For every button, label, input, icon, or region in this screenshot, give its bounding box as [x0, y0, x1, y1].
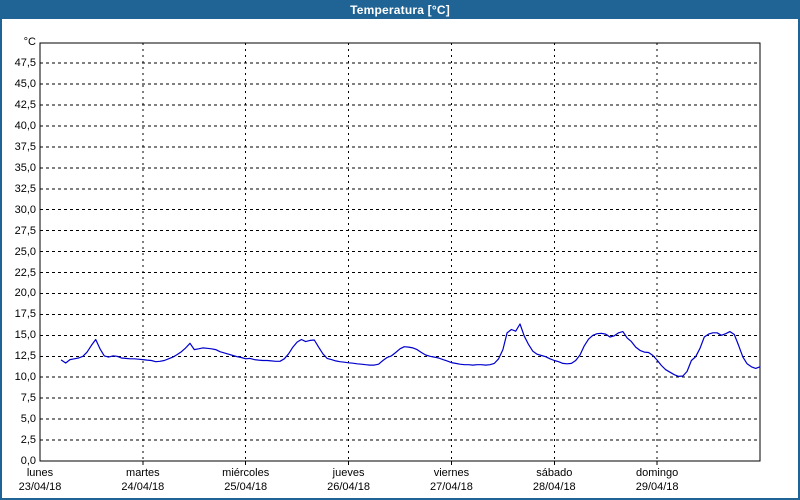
y-tick-label: 12,5 [14, 350, 36, 363]
x-day-date-label: 25/04/18 [224, 481, 268, 493]
x-day-date-label: 29/04/18 [635, 481, 679, 493]
y-tick-label: 10,0 [14, 371, 36, 384]
title-bar: Temperatura [°C] [2, 2, 798, 19]
x-day-name-label: miércoles [222, 467, 270, 479]
x-day-name-label: viernes [433, 467, 470, 479]
x-day-date-label: 27/04/18 [430, 481, 473, 493]
x-day-date-label: 24/04/18 [121, 481, 165, 493]
y-tick-label: 0,0 [20, 455, 36, 467]
y-tick-label: 15,0 [14, 329, 36, 342]
plot-border [39, 42, 761, 462]
y-tick-label: 22,5 [14, 266, 36, 279]
y-tick-label: 25,0 [14, 245, 36, 258]
y-tick-label: 2,5 [20, 434, 36, 447]
y-tick-label: 35,0 [14, 161, 36, 174]
temperature-line [60, 323, 761, 377]
y-tick-label: 47,5 [14, 57, 36, 70]
y-tick-label: 45,0 [14, 78, 36, 91]
x-day-name-label: sábado [536, 467, 573, 479]
x-day-name-label: lunes [26, 467, 54, 479]
x-day-name-label: martes [126, 467, 160, 479]
x-day-date-label: 26/04/18 [327, 481, 370, 493]
y-tick-label: 37,5 [14, 140, 36, 153]
y-tick-label: 30,0 [14, 203, 36, 216]
y-tick-label: 40,0 [14, 119, 36, 132]
x-day-date-label: 28/04/18 [532, 481, 576, 493]
y-tick-label: 7,5 [20, 392, 36, 405]
y-axis-unit-label: °C [23, 36, 36, 48]
y-tick-label: 17,5 [14, 308, 36, 321]
y-tick-label: 42,5 [14, 98, 36, 111]
window-title: Temperatura [°C] [350, 3, 450, 17]
x-day-date-label: 23/04/18 [18, 481, 62, 493]
x-day-name-label: jueves [332, 467, 365, 479]
y-tick-label: 20,0 [14, 287, 36, 300]
y-tick-label: 27,5 [14, 224, 36, 237]
y-tick-label: 32,5 [14, 182, 36, 195]
x-day-name-label: domingo [636, 467, 679, 479]
y-tick-label: 5,0 [20, 413, 36, 426]
